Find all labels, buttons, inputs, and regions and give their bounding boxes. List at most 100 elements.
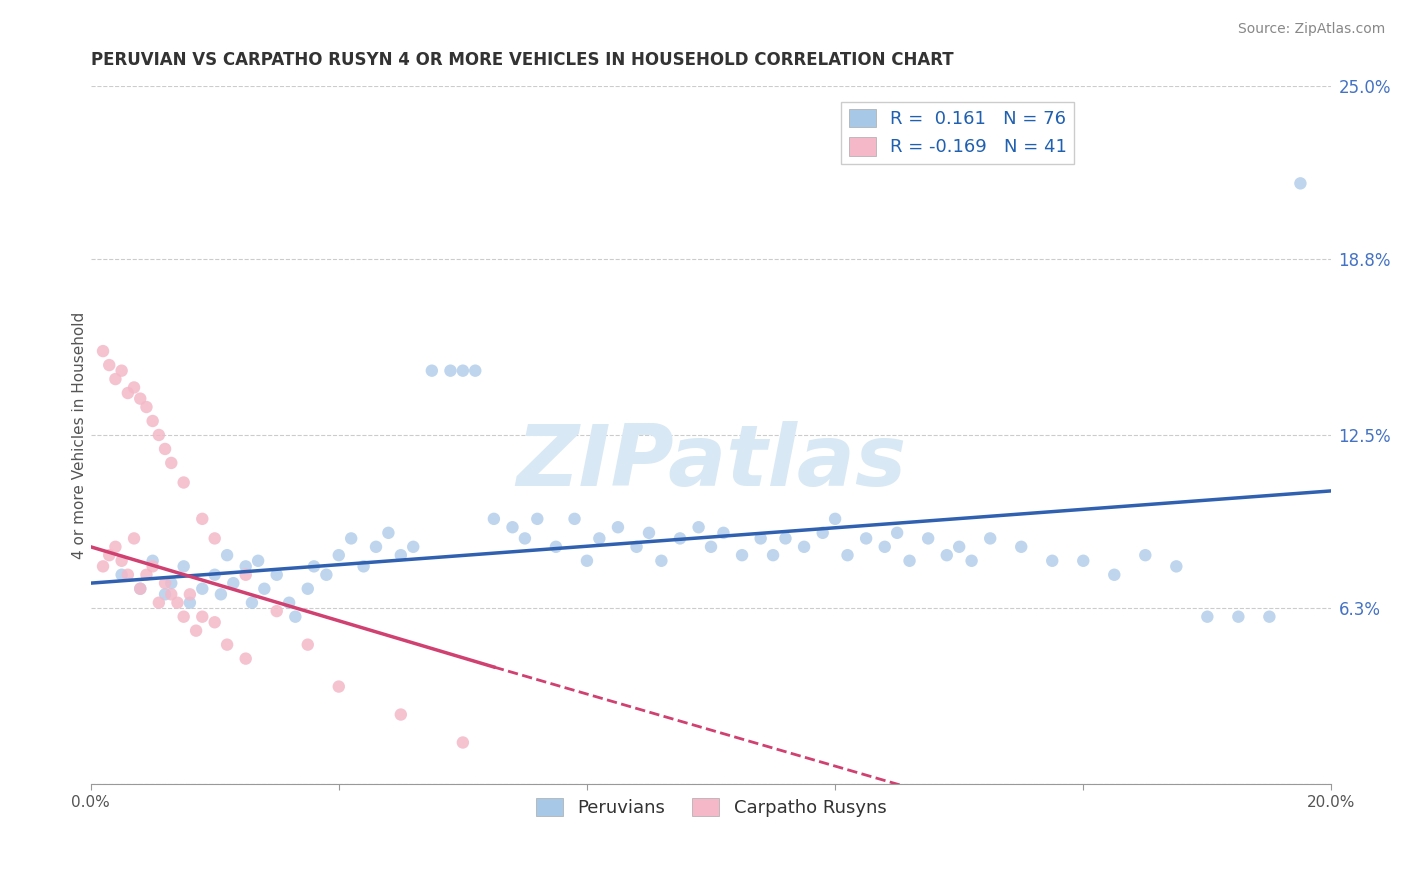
- Legend: Peruvians, Carpatho Rusyns: Peruvians, Carpatho Rusyns: [529, 790, 894, 824]
- Point: [464, 364, 486, 378]
- Point: [240, 596, 263, 610]
- Point: [91, 559, 114, 574]
- Point: [284, 609, 307, 624]
- Point: [482, 512, 505, 526]
- Point: [855, 532, 877, 546]
- Point: [191, 512, 214, 526]
- Point: [297, 582, 319, 596]
- Point: [811, 525, 834, 540]
- Point: [1258, 609, 1281, 624]
- Point: [451, 364, 474, 378]
- Point: [713, 525, 735, 540]
- Point: [204, 567, 226, 582]
- Point: [160, 456, 183, 470]
- Point: [173, 609, 195, 624]
- Point: [402, 540, 425, 554]
- Text: ZIPatlas: ZIPatlas: [516, 421, 905, 505]
- Point: [353, 559, 375, 574]
- Point: [129, 392, 152, 406]
- Point: [235, 651, 257, 665]
- Point: [960, 554, 983, 568]
- Point: [700, 540, 723, 554]
- Point: [266, 567, 288, 582]
- Point: [104, 540, 127, 554]
- Text: PERUVIAN VS CARPATHO RUSYN 4 OR MORE VEHICLES IN HOUSEHOLD CORRELATION CHART: PERUVIAN VS CARPATHO RUSYN 4 OR MORE VEH…: [90, 51, 953, 69]
- Point: [104, 372, 127, 386]
- Point: [328, 548, 350, 562]
- Point: [364, 540, 387, 554]
- Point: [917, 532, 939, 546]
- Point: [513, 532, 536, 546]
- Point: [749, 532, 772, 546]
- Point: [98, 548, 121, 562]
- Point: [166, 596, 188, 610]
- Point: [1135, 548, 1157, 562]
- Point: [793, 540, 815, 554]
- Point: [135, 567, 157, 582]
- Point: [979, 532, 1001, 546]
- Point: [315, 567, 337, 582]
- Point: [142, 414, 165, 428]
- Point: [117, 567, 139, 582]
- Point: [688, 520, 710, 534]
- Point: [1197, 609, 1219, 624]
- Point: [1104, 567, 1126, 582]
- Point: [222, 576, 245, 591]
- Point: [160, 587, 183, 601]
- Point: [111, 364, 134, 378]
- Point: [824, 512, 846, 526]
- Point: [160, 576, 183, 591]
- Point: [122, 380, 145, 394]
- Point: [217, 638, 239, 652]
- Point: [111, 554, 134, 568]
- Point: [328, 680, 350, 694]
- Point: [184, 624, 207, 638]
- Point: [935, 548, 957, 562]
- Point: [266, 604, 288, 618]
- Point: [278, 596, 301, 610]
- Point: [526, 512, 548, 526]
- Point: [173, 559, 195, 574]
- Point: [173, 475, 195, 490]
- Point: [389, 548, 412, 562]
- Point: [148, 428, 170, 442]
- Point: [731, 548, 754, 562]
- Point: [948, 540, 970, 554]
- Point: [544, 540, 567, 554]
- Point: [389, 707, 412, 722]
- Point: [247, 554, 270, 568]
- Point: [153, 442, 176, 456]
- Point: [122, 532, 145, 546]
- Point: [191, 609, 214, 624]
- Point: [1289, 177, 1312, 191]
- Point: [1227, 609, 1250, 624]
- Point: [235, 567, 257, 582]
- Point: [142, 559, 165, 574]
- Point: [302, 559, 325, 574]
- Point: [153, 587, 176, 601]
- Point: [638, 525, 661, 540]
- Point: [111, 567, 134, 582]
- Point: [650, 554, 672, 568]
- Point: [142, 554, 165, 568]
- Point: [669, 532, 692, 546]
- Point: [575, 554, 598, 568]
- Point: [775, 532, 797, 546]
- Point: [148, 596, 170, 610]
- Point: [253, 582, 276, 596]
- Point: [377, 525, 399, 540]
- Point: [209, 587, 232, 601]
- Point: [91, 344, 114, 359]
- Point: [451, 735, 474, 749]
- Point: [135, 400, 157, 414]
- Point: [564, 512, 586, 526]
- Point: [898, 554, 921, 568]
- Point: [235, 559, 257, 574]
- Point: [191, 582, 214, 596]
- Point: [297, 638, 319, 652]
- Point: [340, 532, 363, 546]
- Point: [1166, 559, 1188, 574]
- Point: [204, 532, 226, 546]
- Text: Source: ZipAtlas.com: Source: ZipAtlas.com: [1237, 22, 1385, 37]
- Point: [1071, 554, 1094, 568]
